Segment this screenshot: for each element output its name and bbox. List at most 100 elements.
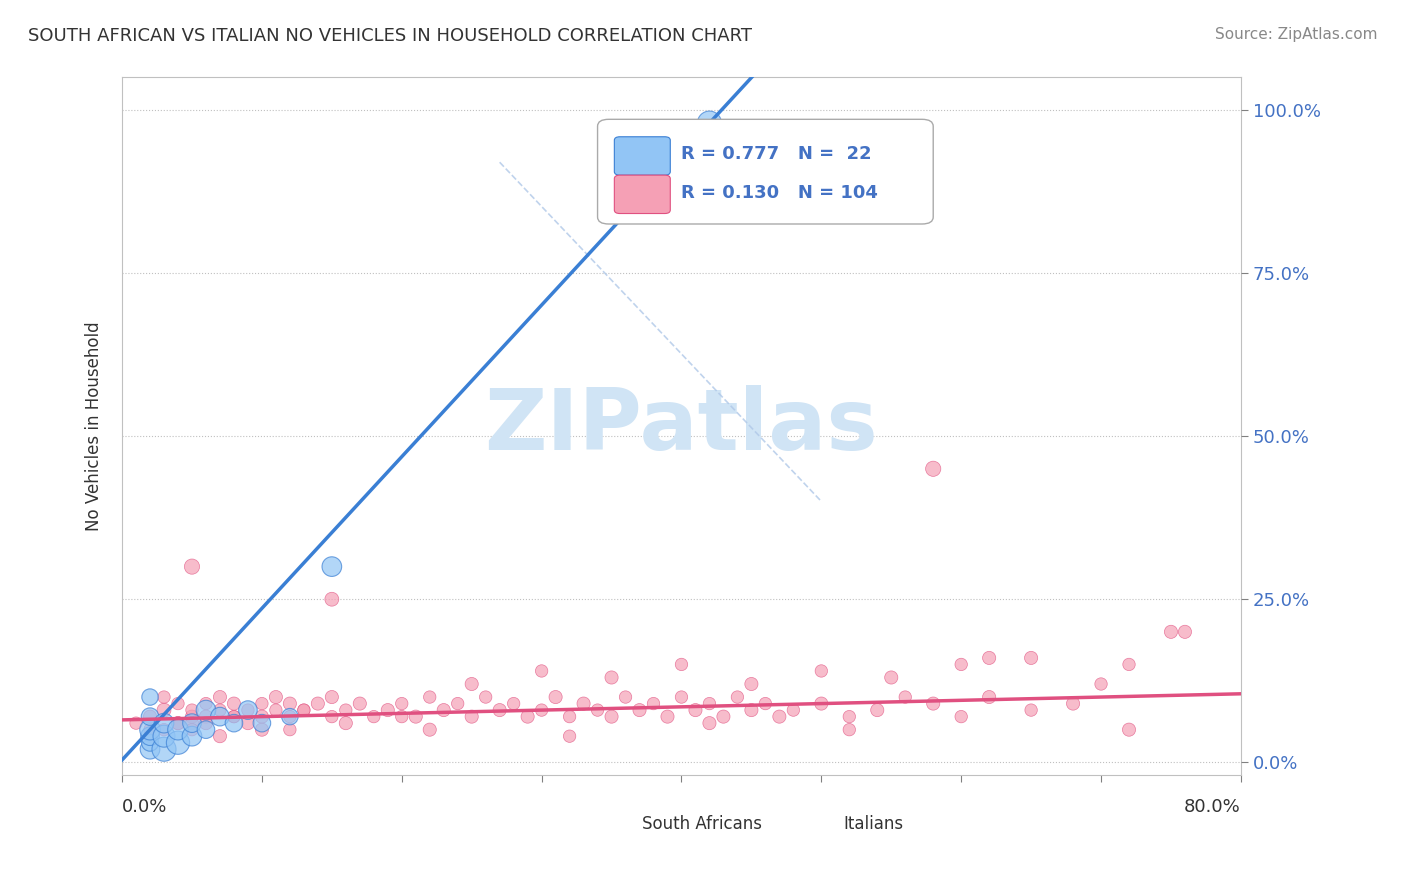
Point	[754, 697, 776, 711]
Point	[502, 697, 524, 711]
Point	[657, 709, 679, 723]
Point	[278, 697, 301, 711]
Point	[194, 703, 217, 717]
Point	[222, 716, 245, 731]
Point	[208, 709, 231, 723]
Point	[979, 651, 1001, 665]
Point	[181, 716, 204, 731]
Point	[391, 709, 413, 723]
Point	[614, 690, 637, 704]
Point	[643, 697, 665, 711]
Point	[153, 742, 176, 756]
Point	[880, 671, 903, 685]
Point	[208, 729, 231, 743]
Point	[153, 729, 176, 743]
Point	[167, 723, 190, 737]
Point	[474, 690, 496, 704]
Point	[447, 697, 470, 711]
Point	[167, 697, 190, 711]
Point	[671, 657, 693, 672]
Point	[167, 716, 190, 731]
Point	[782, 703, 804, 717]
Point	[278, 709, 301, 723]
Text: SOUTH AFRICAN VS ITALIAN NO VEHICLES IN HOUSEHOLD CORRELATION CHART: SOUTH AFRICAN VS ITALIAN NO VEHICLES IN …	[28, 27, 752, 45]
Point	[321, 709, 343, 723]
Point	[377, 703, 399, 717]
Point	[979, 690, 1001, 704]
Point	[236, 703, 259, 717]
Point	[530, 703, 553, 717]
Point	[699, 116, 721, 130]
Point	[139, 709, 162, 723]
Point	[433, 703, 456, 717]
Y-axis label: No Vehicles in Household: No Vehicles in Household	[86, 322, 103, 532]
Point	[363, 709, 385, 723]
Point	[321, 592, 343, 607]
Point	[349, 697, 371, 711]
Point	[628, 703, 651, 717]
FancyBboxPatch shape	[589, 813, 634, 838]
Point	[181, 729, 204, 743]
Point	[391, 697, 413, 711]
Point	[222, 697, 245, 711]
Point	[250, 697, 273, 711]
Point	[460, 709, 482, 723]
Point	[250, 716, 273, 731]
Point	[139, 709, 162, 723]
Point	[236, 716, 259, 731]
Point	[181, 559, 204, 574]
Point	[572, 697, 595, 711]
Point	[810, 697, 832, 711]
Point	[153, 723, 176, 737]
Point	[405, 709, 427, 723]
Point	[1118, 657, 1140, 672]
Point	[153, 716, 176, 731]
Point	[167, 736, 190, 750]
Text: 80.0%: 80.0%	[1184, 798, 1241, 816]
Point	[838, 723, 860, 737]
Point	[600, 709, 623, 723]
Point	[292, 703, 315, 717]
Text: ZIPatlas: ZIPatlas	[485, 384, 879, 468]
Point	[685, 703, 707, 717]
Point	[278, 709, 301, 723]
Text: R = 0.130   N = 104: R = 0.130 N = 104	[682, 184, 879, 202]
Point	[1019, 651, 1042, 665]
Point	[1160, 624, 1182, 639]
Point	[139, 723, 162, 737]
Text: R = 0.777   N =  22: R = 0.777 N = 22	[682, 145, 872, 163]
Point	[460, 677, 482, 691]
Text: Italians: Italians	[844, 815, 904, 833]
Point	[181, 709, 204, 723]
Point	[139, 723, 162, 737]
Point	[1062, 697, 1084, 711]
Point	[419, 690, 441, 704]
Point	[558, 729, 581, 743]
Point	[725, 690, 748, 704]
Point	[278, 723, 301, 737]
FancyBboxPatch shape	[614, 136, 671, 175]
Point	[153, 690, 176, 704]
Point	[922, 462, 945, 476]
Point	[208, 703, 231, 717]
FancyBboxPatch shape	[790, 813, 837, 838]
Point	[530, 664, 553, 678]
Point	[321, 559, 343, 574]
Point	[600, 671, 623, 685]
Point	[544, 690, 567, 704]
FancyBboxPatch shape	[614, 175, 671, 213]
Point	[222, 709, 245, 723]
Point	[516, 709, 538, 723]
Point	[558, 709, 581, 723]
Point	[139, 729, 162, 743]
Point	[321, 690, 343, 704]
Point	[250, 709, 273, 723]
Point	[194, 697, 217, 711]
Point	[1174, 624, 1197, 639]
Point	[335, 703, 357, 717]
Point	[950, 657, 973, 672]
Point	[208, 690, 231, 704]
Point	[950, 709, 973, 723]
Text: Source: ZipAtlas.com: Source: ZipAtlas.com	[1215, 27, 1378, 42]
Point	[250, 723, 273, 737]
